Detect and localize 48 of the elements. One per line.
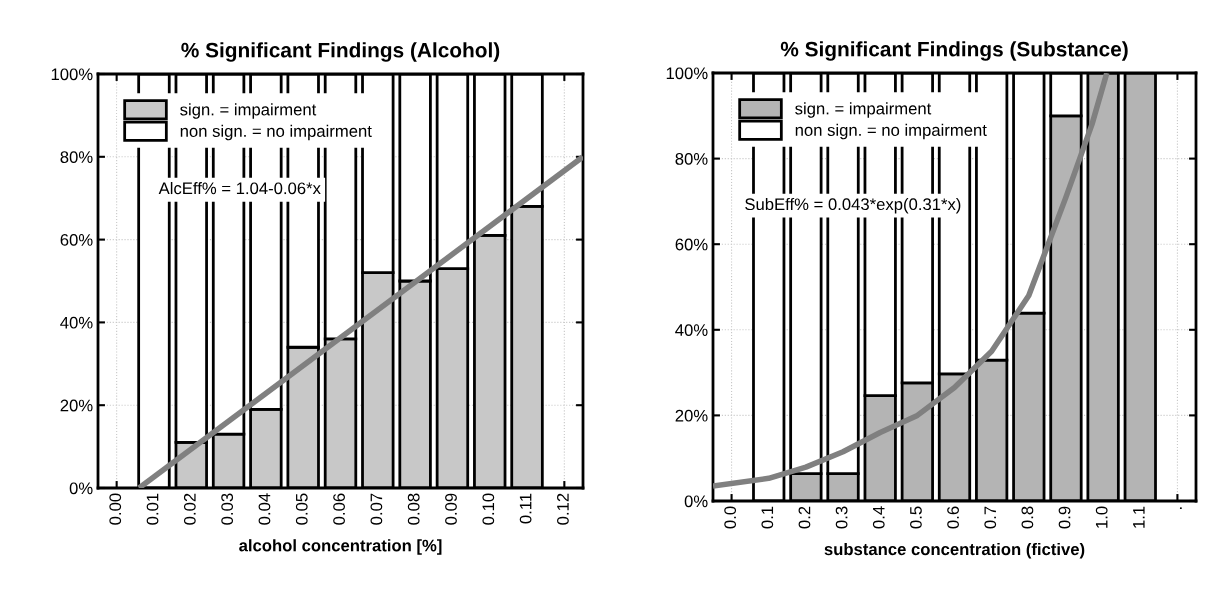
annotation: SubEff% = 0.043*exp(0.31*x) [745, 197, 961, 214]
x-tick-label: 0.08 [407, 493, 420, 525]
x-tick-label: 0.9 [1058, 506, 1071, 529]
legend-label: sign. = impairment [180, 103, 317, 119]
legend-label: non sign. = no impairment [795, 123, 987, 140]
x-tick-label: 0.06 [333, 493, 345, 525]
x-tick-label: 0.02 [183, 493, 196, 525]
y-tick-label: 0% [684, 495, 708, 508]
x-tick-label: 0.4 [872, 506, 885, 529]
x-tick-label: 0.0 [724, 506, 737, 529]
y-tick-label: 100% [666, 67, 708, 80]
x-tick-label: 0.2 [798, 506, 811, 529]
x-tick-label: 0.03 [221, 493, 234, 525]
x-tick-label: 0.10 [482, 493, 495, 525]
y-tick-label: 0% [69, 482, 93, 495]
y-tick-label: 20% [675, 409, 708, 422]
x-tick-label: 0.01 [146, 493, 159, 525]
annotation: AlcEff% = 1.04-0.06*x [158, 181, 321, 195]
x-tick-label: 0.5 [910, 506, 922, 529]
x-tick-label: 0.05 [295, 493, 308, 525]
x-tick-label: 0.11 [519, 493, 532, 524]
y-tick-label: 60% [675, 238, 708, 251]
x-tick-label: 0.04 [258, 493, 271, 525]
x-tick-label: 0.09 [445, 493, 457, 525]
x-tick-label: 0.1 [761, 506, 774, 529]
x-tick-label: 0.7 [984, 506, 997, 529]
y-tick-label: 80% [60, 151, 93, 163]
x-axis-title: alcohol concentration [%] [239, 539, 442, 555]
y-tick-label: 40% [60, 316, 93, 329]
legend-label: sign. = impairment [795, 102, 932, 118]
x-tick-label: 0.6 [947, 506, 959, 529]
x-tick-label: . [1179, 507, 1182, 509]
y-tick-label: 40% [675, 324, 708, 336]
y-tick-label: 60% [60, 234, 93, 246]
x-axis-title: substance concentration (fictive) [824, 542, 1085, 559]
legend-label: non sign. = no impairment [180, 124, 372, 141]
x-tick-label: 0.00 [109, 493, 122, 525]
x-tick-label: 0.8 [1021, 506, 1034, 529]
x-tick-label: 1.1 [1133, 506, 1145, 528]
chart-title: % Significant Findings (Alcohol) [181, 42, 500, 62]
x-tick-label: 0.3 [835, 506, 848, 529]
x-tick-label: 1.0 [1095, 506, 1108, 528]
x-tick-label: 0.07 [370, 493, 383, 525]
y-tick-label: 80% [675, 153, 708, 165]
x-tick-label: 0.12 [557, 493, 569, 525]
chart-title: % Significant Findings (Substance) [780, 41, 1128, 61]
y-tick-label: 20% [60, 399, 93, 412]
y-tick-label: 100% [51, 68, 93, 81]
